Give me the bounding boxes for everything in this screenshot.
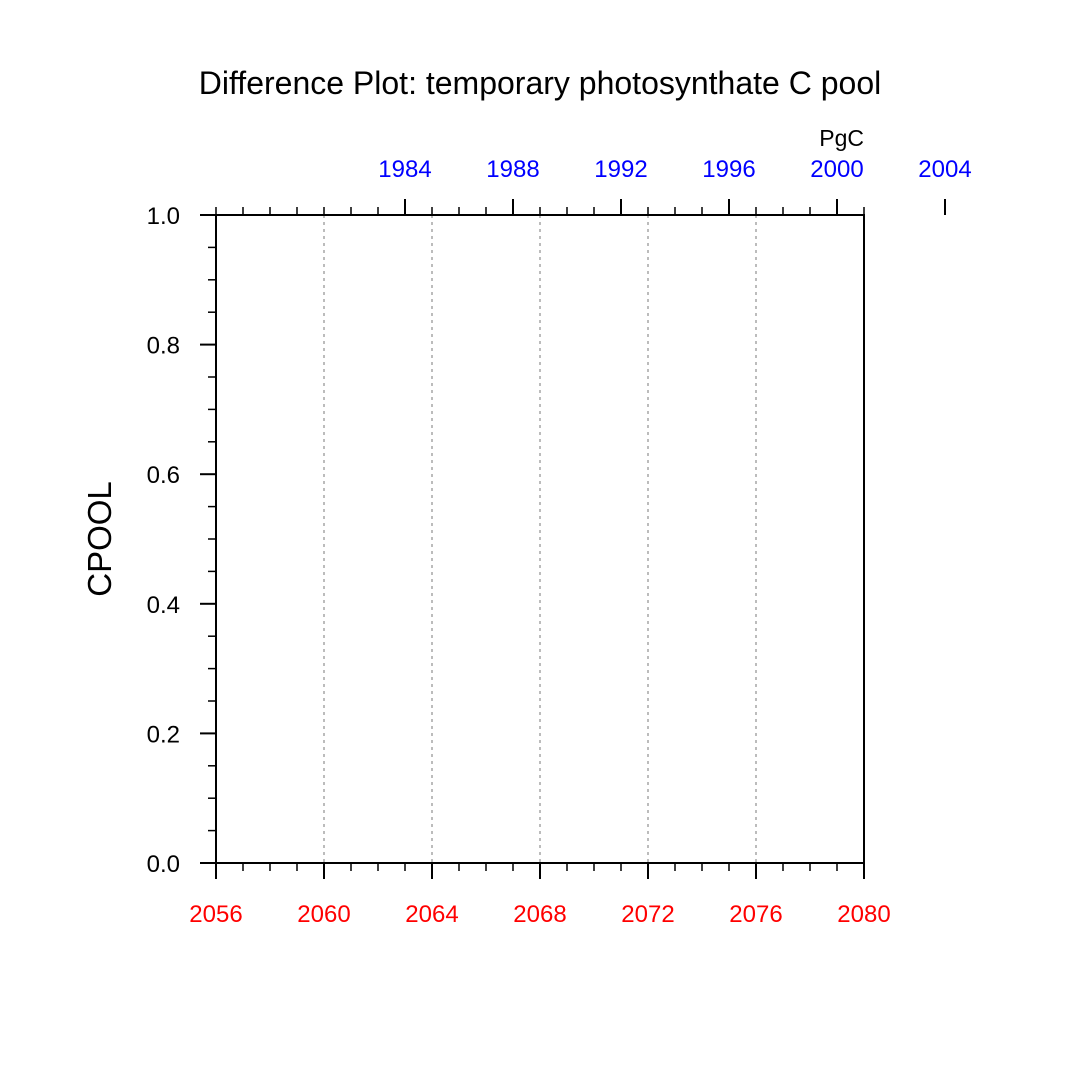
y-tick-label: 0.8	[147, 333, 180, 360]
bottom-tick-label: 2056	[189, 901, 242, 928]
top-tick-label: 1992	[594, 156, 647, 183]
top-axis-labels: 1984 1988 1992 1996 2000 2004	[378, 156, 971, 183]
top-tick-label: 1996	[702, 156, 755, 183]
grid-lines	[323, 215, 757, 863]
y-tick-label: 0.6	[147, 462, 180, 489]
y-tick-label: 1.0	[147, 203, 180, 230]
top-tick-label: 2000	[810, 156, 863, 183]
bottom-axis-labels: 2056 2060 2064 2068 2072 2076 2080	[189, 901, 890, 928]
y-tick-label: 0.0	[147, 851, 180, 878]
top-tick-label: 1984	[378, 156, 431, 183]
top-tick-label: 2004	[918, 156, 971, 183]
units-label: PgC	[819, 125, 864, 151]
plot-frame	[215, 214, 865, 864]
y-tick-label: 0.4	[147, 592, 180, 619]
bottom-tick-label: 2080	[837, 901, 890, 928]
bottom-tick-label: 2060	[297, 901, 350, 928]
bottom-tick-label: 2068	[513, 901, 566, 928]
y-tick-label: 0.2	[147, 721, 180, 748]
y-tick-labels: 0.0 0.2 0.4 0.6 0.8 1.0	[147, 203, 180, 878]
bottom-tick-label: 2076	[729, 901, 782, 928]
bottom-tick-label: 2064	[405, 901, 458, 928]
chart-title: Difference Plot: temporary photosynthate…	[199, 65, 881, 101]
y-axis-label: CPOOL	[81, 481, 118, 597]
bottom-tick-label: 2072	[621, 901, 674, 928]
axis-ticks	[200, 199, 946, 879]
top-tick-label: 1988	[486, 156, 539, 183]
